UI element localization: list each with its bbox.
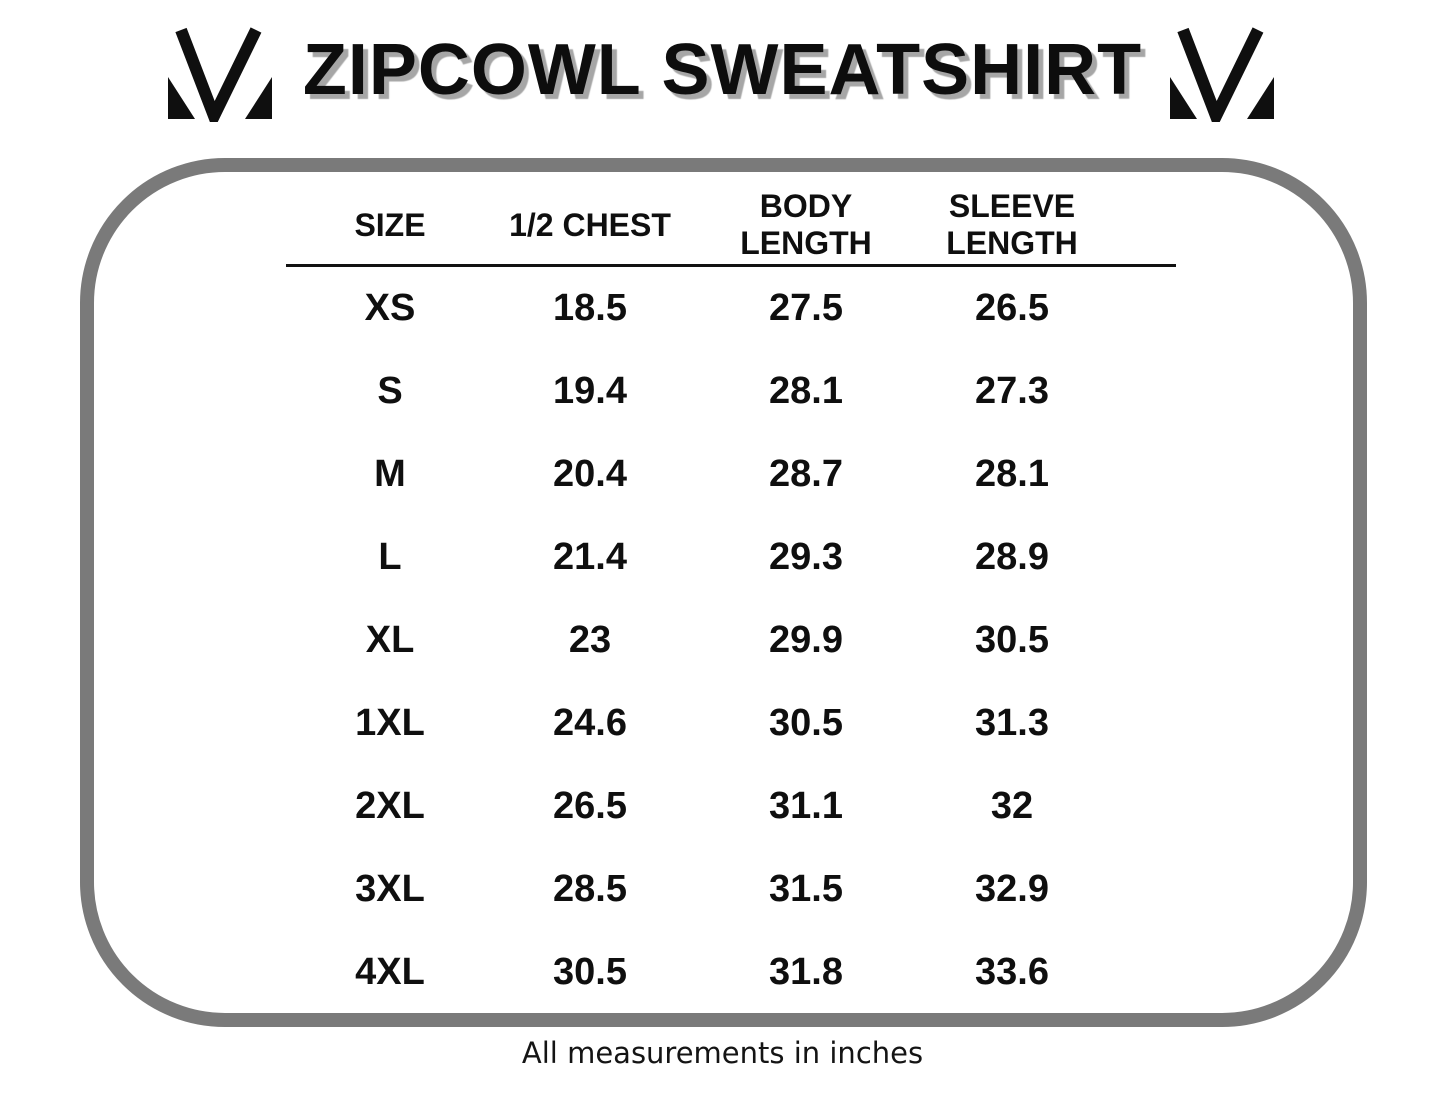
size-table-body: XS 18.5 27.5 26.5 S 19.4 28.1 27.3 M 20.… <box>286 267 1098 1014</box>
sleeve-length-cell: 31.3 <box>975 702 1049 744</box>
size-cell: 3XL <box>355 868 425 910</box>
size-cell: XL <box>365 619 415 661</box>
half-chest-cell: 18.5 <box>553 287 627 329</box>
sleeve-length-cell: 32 <box>990 785 1034 827</box>
half-chest-cell: 26.5 <box>553 785 627 827</box>
body-length-cell: 29.3 <box>769 536 843 578</box>
sleeve-length-cell: 26.5 <box>975 287 1049 329</box>
body-length-cell: 31.1 <box>769 785 843 827</box>
body-length-cell: 29.9 <box>769 619 843 661</box>
half-chest-cell: 19.4 <box>553 370 627 412</box>
size-cell: 1XL <box>355 702 425 744</box>
header-divider-line <box>286 264 1176 267</box>
body-length-cell: 28.7 <box>769 453 843 495</box>
half-chest-cell: 24.6 <box>553 702 627 744</box>
size-cell: 4XL <box>355 951 425 993</box>
body-length-cell: 31.8 <box>769 951 843 993</box>
body-length-cell: 27.5 <box>769 287 843 329</box>
column-header-size: SIZE <box>354 206 426 243</box>
brand-m-monogram-icon <box>168 27 272 122</box>
size-table-header: SIZE 1/2 CHEST BODY LENGTH SLEEVE LENGTH <box>286 188 1098 262</box>
sleeve-length-cell: 27.3 <box>975 370 1049 412</box>
page-title: ZIPCOWL SWEATSHIRT <box>302 30 1143 110</box>
sleeve-length-cell: 28.9 <box>975 536 1049 578</box>
sleeve-length-cell: 28.1 <box>975 453 1049 495</box>
body-length-cell: 28.1 <box>769 370 843 412</box>
body-length-cell: 30.5 <box>769 702 843 744</box>
half-chest-cell: 21.4 <box>553 536 627 578</box>
size-cell: XS <box>364 287 416 329</box>
sleeve-length-cell: 32.9 <box>975 868 1049 910</box>
half-chest-cell: 30.5 <box>553 951 627 993</box>
size-chart-frame <box>80 158 1367 1027</box>
column-header-body-length: BODY LENGTH <box>740 188 872 261</box>
half-chest-cell: 23 <box>568 619 612 661</box>
column-header-half-chest: 1/2 CHEST <box>509 206 671 243</box>
brand-m-monogram-icon <box>1170 27 1274 122</box>
size-cell: 2XL <box>355 785 425 827</box>
half-chest-cell: 20.4 <box>553 453 627 495</box>
size-cell: M <box>374 453 406 495</box>
size-cell: S <box>377 370 403 412</box>
measurements-note: All measurements in inches <box>521 1036 924 1070</box>
size-cell: L <box>378 536 402 578</box>
half-chest-cell: 28.5 <box>553 868 627 910</box>
column-header-sleeve-length: SLEEVE LENGTH <box>946 188 1078 261</box>
sleeve-length-cell: 30.5 <box>975 619 1049 661</box>
body-length-cell: 31.5 <box>769 868 843 910</box>
sleeve-length-cell: 33.6 <box>975 951 1049 993</box>
